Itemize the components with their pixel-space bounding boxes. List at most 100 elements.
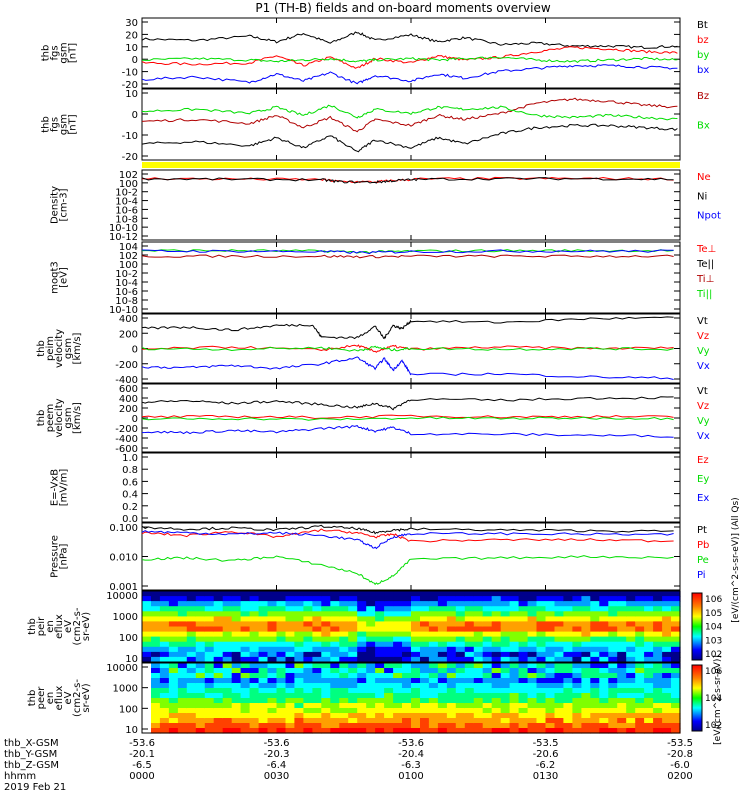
y-tick-label: 0 bbox=[132, 55, 138, 66]
spectrogram-cell bbox=[285, 703, 296, 709]
spectrogram-cell bbox=[653, 641, 663, 648]
spectrogram-cell bbox=[213, 646, 224, 653]
spectrogram-cell bbox=[527, 621, 538, 628]
spectrogram-cell bbox=[491, 713, 502, 719]
spectrogram-cell bbox=[446, 601, 457, 607]
footer-value: -20.4 bbox=[398, 749, 424, 760]
spectrogram-cell bbox=[437, 708, 448, 714]
spectrogram-cell bbox=[312, 678, 322, 684]
spectrogram-cell bbox=[312, 591, 322, 597]
spectrogram-cell bbox=[617, 728, 627, 734]
spectrogram-cell bbox=[330, 656, 340, 663]
y-tick-label: 0.010 bbox=[109, 553, 138, 564]
spectrogram-cell bbox=[590, 621, 600, 628]
spectrogram-cell bbox=[662, 616, 672, 623]
spectrogram-cell bbox=[581, 611, 591, 617]
spectrogram-cell bbox=[653, 728, 663, 734]
spectrogram-cell bbox=[366, 606, 376, 612]
spectrogram-cell bbox=[285, 611, 296, 617]
spectrogram-cell bbox=[455, 626, 466, 633]
spectrogram-cell bbox=[312, 641, 322, 648]
spectrogram-cell bbox=[348, 651, 358, 658]
spectrogram-cell bbox=[509, 606, 520, 612]
spectrogram-cell bbox=[464, 708, 475, 714]
spectrogram-cell bbox=[375, 718, 385, 724]
spectrogram-cell bbox=[159, 636, 170, 643]
spectrogram-cell bbox=[249, 703, 260, 709]
spectrogram-cell bbox=[635, 678, 645, 684]
spectrogram-cell bbox=[572, 641, 582, 648]
spectrogram-cell bbox=[473, 688, 484, 694]
spectrogram-cell bbox=[617, 616, 627, 623]
series-line bbox=[141, 31, 678, 50]
spectrogram-cell bbox=[635, 636, 645, 643]
spectrogram-cell bbox=[285, 713, 296, 719]
spectrogram-cell bbox=[384, 718, 394, 724]
spectrogram-cell bbox=[142, 611, 152, 617]
spectrogram-cell bbox=[554, 611, 565, 617]
y-tick-label: 10 bbox=[125, 43, 138, 54]
spectrogram-cell bbox=[177, 703, 188, 709]
spectrogram-cell bbox=[375, 636, 385, 643]
spectrogram-cell bbox=[527, 596, 538, 602]
panels-group: 3020100-10-20thbfgsgsm[nT]Btbzbybx100-10… bbox=[27, 17, 741, 745]
spectrogram-cell bbox=[545, 641, 556, 648]
spectrogram-cell bbox=[473, 621, 484, 628]
spectrogram-cell bbox=[536, 651, 547, 658]
spectrogram-cell bbox=[500, 718, 511, 724]
spectrogram-cell bbox=[204, 663, 215, 669]
spectrogram-cell bbox=[437, 636, 448, 643]
spectrogram-cell bbox=[635, 606, 645, 612]
spectrogram-cell bbox=[527, 673, 538, 679]
spectrogram-cell bbox=[339, 611, 349, 617]
spectrogram-cell bbox=[222, 663, 233, 669]
spectrogram-cell bbox=[267, 723, 278, 729]
spectrogram-cell bbox=[635, 718, 645, 724]
spectrogram-cell bbox=[554, 673, 565, 679]
spectrogram-cell bbox=[384, 723, 394, 729]
footer-value: 0100 bbox=[398, 771, 423, 782]
spectrogram-cell bbox=[393, 713, 403, 719]
spectrogram-cell bbox=[168, 678, 179, 684]
spectrogram-cell bbox=[428, 641, 439, 648]
spectrogram-cell bbox=[617, 723, 627, 729]
spectrogram-cell bbox=[644, 688, 654, 694]
spectrogram-cell bbox=[231, 651, 242, 658]
spectrogram-cell bbox=[617, 708, 627, 714]
spectrogram-cell bbox=[617, 688, 627, 694]
spectrogram-cell bbox=[267, 698, 278, 704]
y-tick-label: 0.100 bbox=[109, 523, 138, 534]
spectrogram-cell bbox=[177, 626, 188, 633]
spectrogram-cell bbox=[177, 723, 188, 729]
spectrogram-cell bbox=[375, 646, 385, 653]
spectrogram-cell bbox=[195, 698, 206, 704]
y-tick-label: -400 bbox=[115, 375, 138, 386]
spectrogram-cell bbox=[348, 621, 358, 628]
spectrogram-cell bbox=[545, 668, 556, 674]
spectrogram-cell bbox=[617, 596, 627, 602]
series-line bbox=[141, 123, 678, 153]
spectrogram-cell bbox=[312, 616, 322, 623]
spectrogram-cell bbox=[473, 601, 484, 607]
spectrogram-cell bbox=[267, 693, 278, 699]
spectrogram-cell bbox=[159, 626, 170, 633]
spectrogram-cell bbox=[482, 616, 493, 623]
spectrogram-cell bbox=[321, 698, 331, 704]
spectrogram-cell bbox=[500, 678, 511, 684]
spectrogram-cell bbox=[437, 688, 448, 694]
spectrogram-cell bbox=[554, 728, 565, 734]
spectrogram-cell bbox=[644, 641, 654, 648]
spectrogram-cell bbox=[366, 591, 376, 597]
spectrogram-cell bbox=[348, 646, 358, 653]
spectrogram-cell bbox=[213, 728, 224, 734]
y-tick-label: 1000 bbox=[113, 684, 138, 695]
spectrogram-cell bbox=[357, 723, 367, 729]
y-label-line: eV bbox=[63, 620, 74, 633]
spectrogram-cell bbox=[312, 631, 322, 638]
spectrogram-cell bbox=[527, 656, 538, 663]
spectrogram-cell bbox=[662, 651, 672, 658]
spectrogram-cell bbox=[626, 636, 636, 643]
spectrogram-cell bbox=[195, 728, 206, 734]
spectrogram-cell bbox=[303, 651, 313, 658]
spectrogram-cell bbox=[402, 713, 412, 719]
